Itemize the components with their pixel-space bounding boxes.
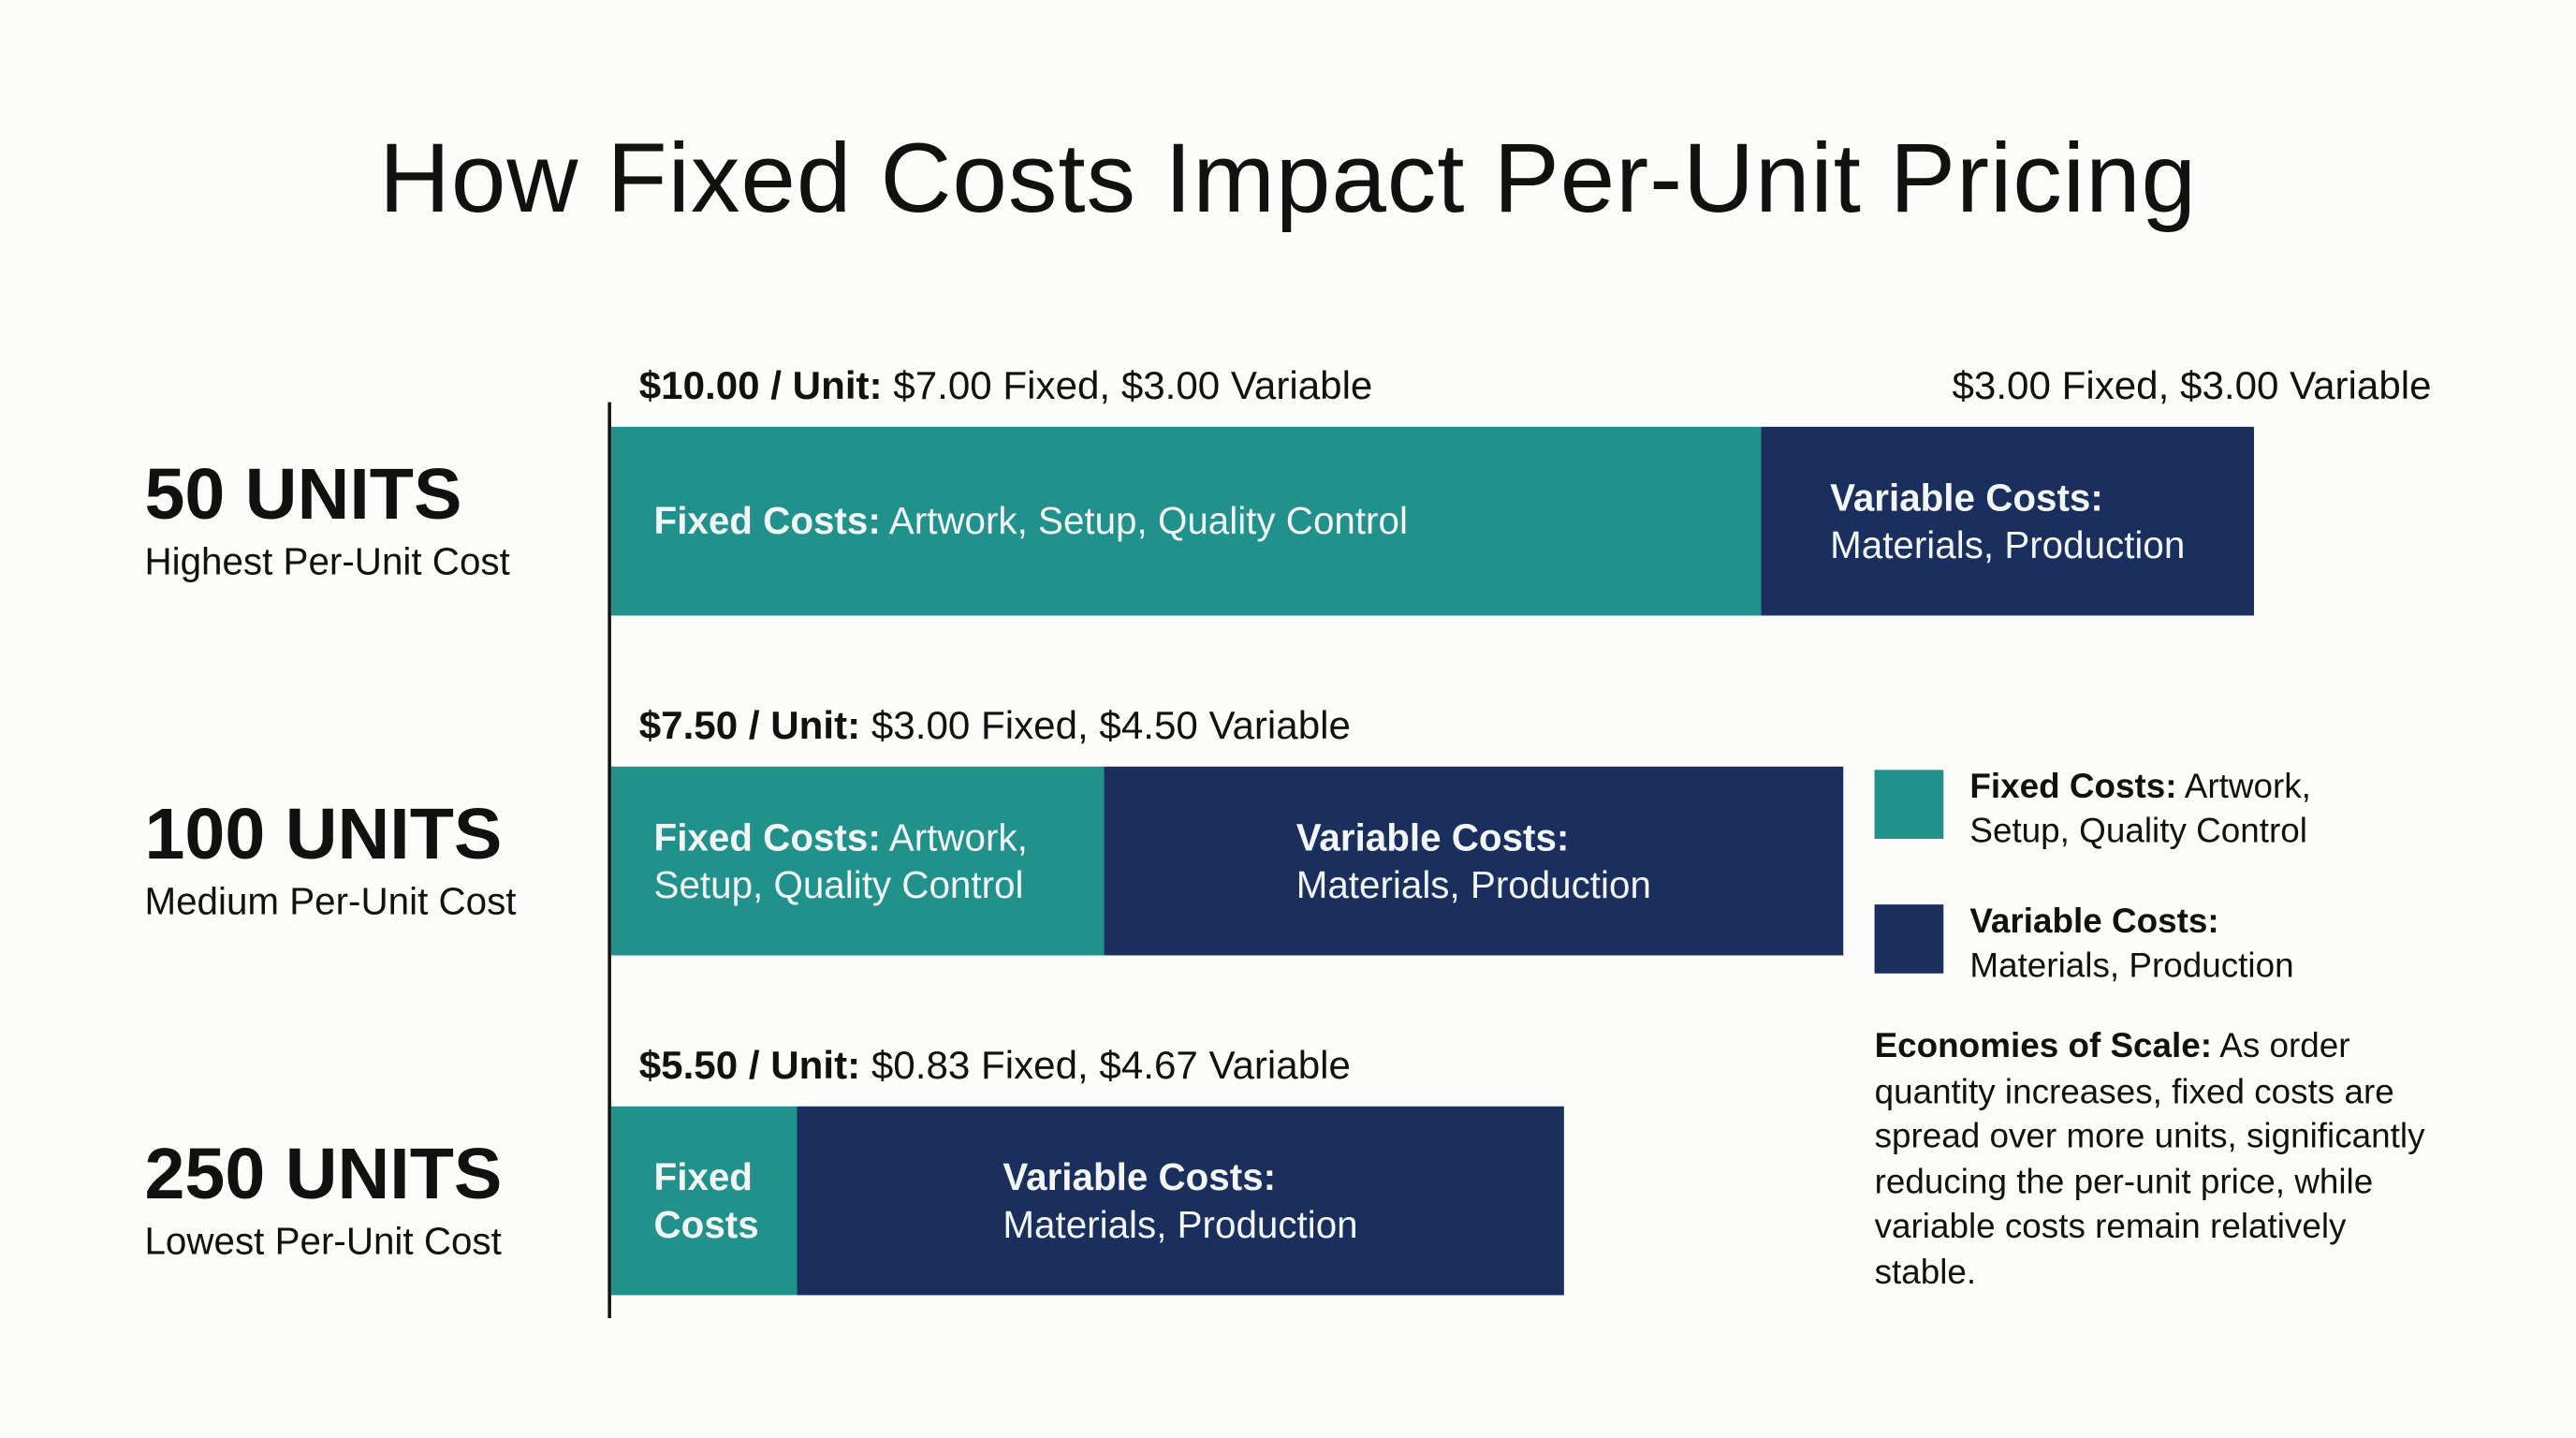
legend: Fixed Costs: Artwork, Setup, Quality Con… — [1874, 765, 2381, 1034]
quantity-label: 50 UNITS — [144, 454, 462, 536]
cost-description: Medium Per-Unit Cost — [144, 879, 517, 923]
bar-fixed-100: Fixed Costs: Artwork, Setup, Quality Con… — [610, 766, 1105, 956]
legend-item-variable: Variable Costs: Materials, Production — [1874, 900, 2381, 989]
segment-label-bold: Fixed Costs: — [653, 814, 881, 858]
row-label-100: 100 UNITS Medium Per-Unit Cost — [144, 796, 516, 924]
legend-label-bold: Variable Costs: — [1969, 902, 2219, 941]
row-label-50: 50 UNITS Highest Per-Unit Cost — [144, 456, 509, 584]
bar-variable-250: Variable Costs: Materials, Production — [797, 1106, 1564, 1296]
variable-swatch — [1874, 904, 1944, 974]
price-per-unit: $10.00 / Unit: — [638, 364, 883, 409]
price-breakdown: $3.00 Fixed, $4.50 Variable — [860, 704, 1351, 749]
economies-of-scale-note: Economies of Scale: As order quantity in… — [1875, 1024, 2450, 1295]
segment-label-bold: Variable Costs: — [1003, 1154, 1277, 1198]
price-label: $10.00 / Unit: $7.00 Fixed, $3.00 Variab… — [639, 364, 1373, 410]
row-label-250: 250 UNITS Lowest Per-Unit Cost — [144, 1134, 503, 1264]
segment-label: Artwork, Setup, Quality Control — [653, 814, 1028, 906]
cost-description: Highest Per-Unit Cost — [144, 539, 510, 583]
bar-fixed-250: Fixed Costs — [610, 1106, 798, 1296]
chart-title: How Fixed Costs Impact Per-Unit Pricing — [378, 123, 2197, 233]
cost-description: Lowest Per-Unit Cost — [144, 1219, 502, 1263]
price-breakdown: $7.00 Fixed, $3.00 Variable — [882, 364, 1373, 409]
segment-label-bold: Fixed Costs: — [653, 499, 881, 542]
legend-label: Artwork, Setup, Quality Control — [1969, 768, 2311, 851]
legend-label-bold: Fixed Costs: — [1969, 768, 2177, 806]
segment-label: Materials, Production — [1295, 862, 1651, 906]
quantity-label: 250 UNITS — [144, 1134, 503, 1215]
price-per-unit: $7.50 / Unit: — [638, 704, 861, 749]
segment-label: Materials, Production — [1003, 1202, 1358, 1245]
bar-variable-50: Variable Costs: Materials, Production — [1761, 426, 2254, 616]
segment-label-bold: Fixed Costs — [653, 1154, 759, 1245]
quantity-label: 100 UNITS — [144, 794, 503, 875]
bar-fixed-50: Fixed Costs: Artwork, Setup, Quality Con… — [610, 426, 1762, 616]
extra-price-label: $3.00 Fixed, $3.00 Variable — [1952, 364, 2432, 409]
price-breakdown: $0.83 Fixed, $4.67 Variable — [860, 1044, 1351, 1089]
note-text: As order quantity increases, fixed costs… — [1874, 1027, 2425, 1292]
bar-variable-100: Variable Costs: Materials, Production — [1104, 766, 1844, 956]
price-label: $7.50 / Unit: $3.00 Fixed, $4.50 Variabl… — [639, 704, 1351, 750]
segment-label: Artwork, Setup, Quality Control — [880, 499, 1408, 542]
segment-label: Materials, Production — [1830, 522, 2186, 566]
segment-label-bold: Variable Costs: — [1830, 475, 2103, 519]
fixed-swatch — [1874, 770, 1944, 839]
segment-label-bold: Variable Costs: — [1295, 814, 1570, 858]
y-axis-line — [607, 402, 611, 1318]
price-label: $5.50 / Unit: $0.83 Fixed, $4.67 Variabl… — [639, 1044, 1351, 1090]
legend-label: Materials, Production — [1969, 946, 2294, 986]
price-per-unit: $5.50 / Unit: — [638, 1044, 861, 1089]
note-heading: Economies of Scale: — [1874, 1027, 2213, 1065]
legend-item-fixed: Fixed Costs: Artwork, Setup, Quality Con… — [1874, 765, 2381, 854]
